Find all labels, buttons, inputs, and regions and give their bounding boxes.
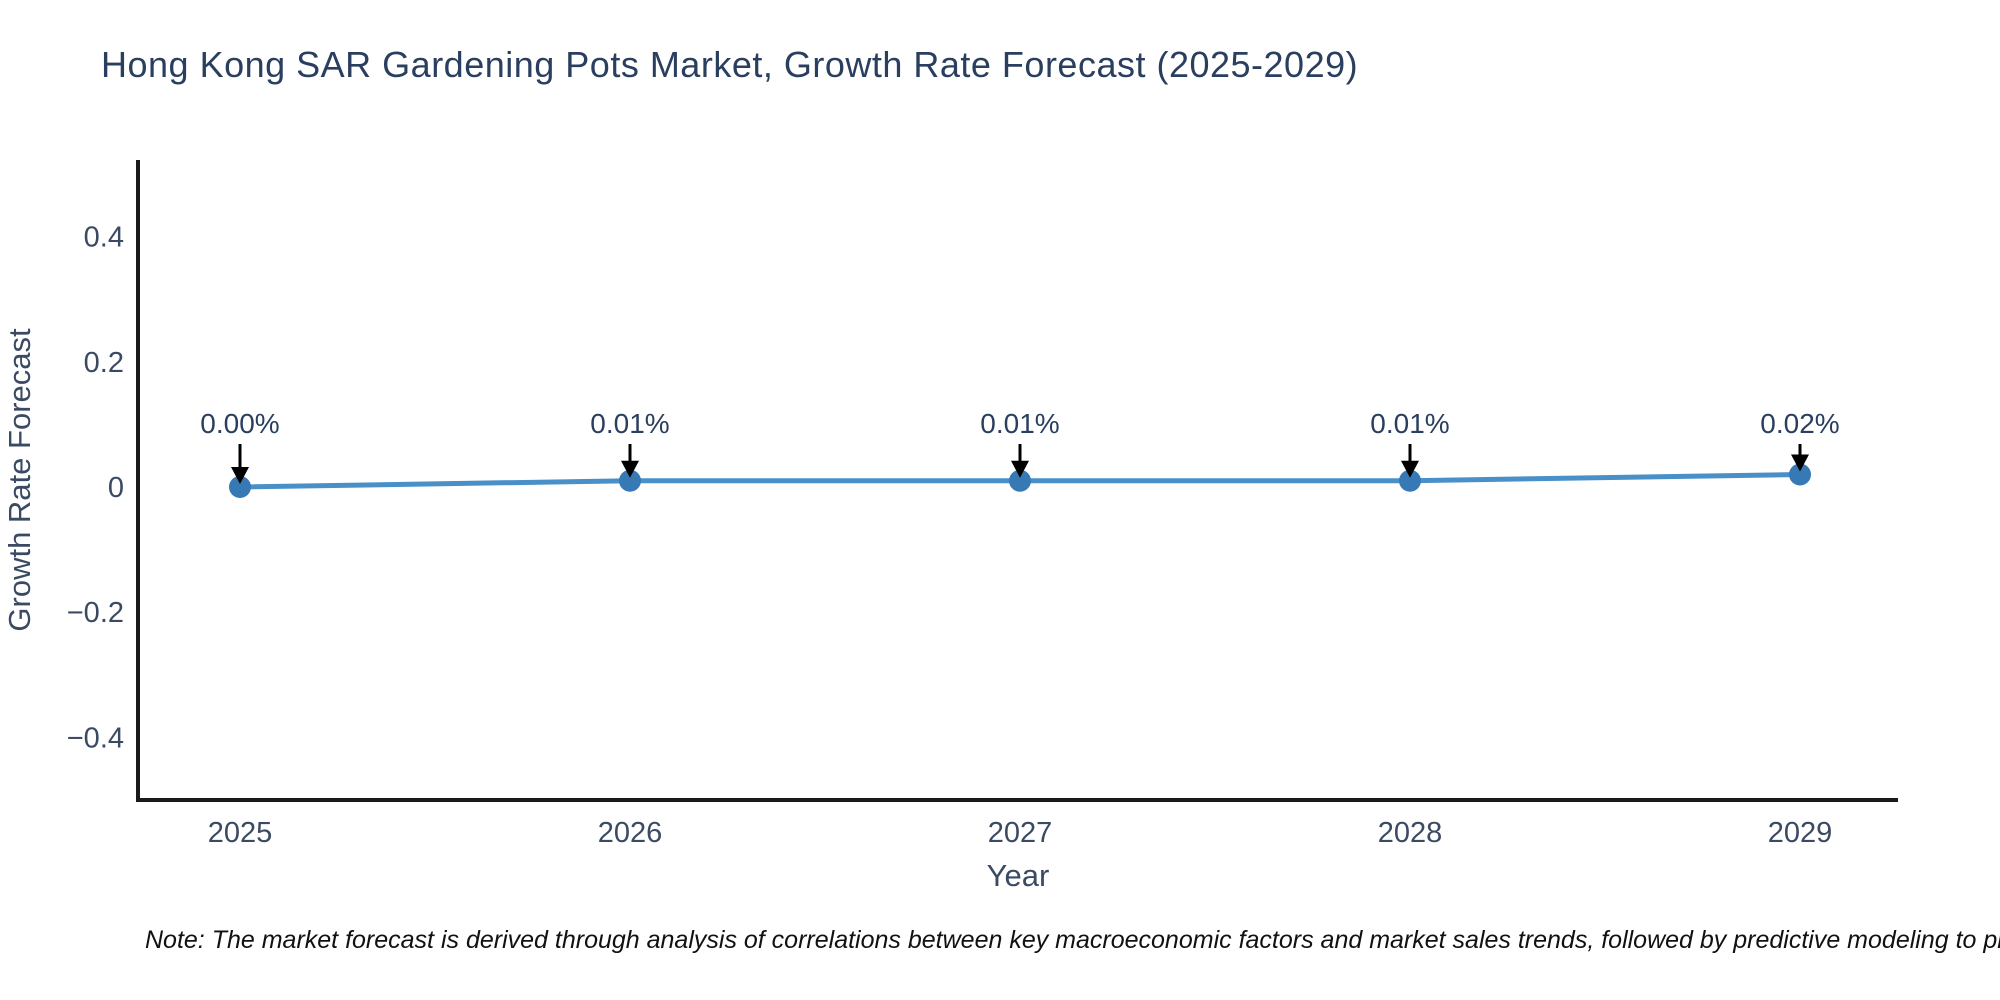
x-axis-tick-labels: 2025 2026 2027 2028 2029	[208, 817, 1833, 849]
x-tick-label: 2026	[598, 817, 663, 849]
line-series	[229, 463, 1811, 498]
point-annotations: 0.00% 0.01% 0.01% 0.01% 0.02%	[200, 408, 1840, 484]
x-tick-label: 2029	[1768, 817, 1833, 849]
chart-title: Hong Kong SAR Gardening Pots Market, Gro…	[101, 44, 1359, 85]
point-value-label: 0.01%	[590, 408, 669, 439]
data-point-marker	[619, 469, 641, 492]
point-value-label: 0.00%	[200, 408, 279, 439]
annotation-arrowhead-icon	[621, 460, 639, 478]
annotation-arrowhead-icon	[1011, 460, 1029, 478]
y-axis-tick-labels: 0.4 0.2 0 −0.2 −0.4	[67, 222, 124, 755]
data-point-marker	[1789, 463, 1811, 486]
data-point-marker	[1399, 469, 1421, 492]
data-point-marker	[1009, 469, 1031, 492]
y-tick-label: 0	[108, 472, 124, 504]
x-axis-title: Year	[987, 858, 1050, 893]
y-tick-label: 0.4	[84, 222, 124, 254]
point-value-label: 0.01%	[1370, 408, 1449, 439]
y-axis-title: Growth Rate Forecast	[2, 328, 37, 632]
y-tick-label: −0.4	[67, 722, 124, 754]
axis-spines	[136, 160, 1898, 802]
y-tick-label: −0.2	[67, 597, 124, 629]
x-tick-label: 2025	[208, 817, 273, 849]
x-tick-label: 2028	[1378, 817, 1443, 849]
annotation-arrowhead-icon	[1401, 460, 1419, 478]
point-value-label: 0.01%	[980, 408, 1059, 439]
footnote: Note: The market forecast is derived thr…	[145, 926, 2000, 954]
point-value-label: 0.02%	[1760, 408, 1839, 439]
y-tick-label: 0.2	[84, 347, 124, 379]
x-tick-label: 2027	[988, 817, 1053, 849]
annotation-arrowhead-icon	[231, 467, 249, 484]
annotation-arrowhead-icon	[1791, 454, 1809, 472]
data-point-marker	[229, 476, 251, 498]
